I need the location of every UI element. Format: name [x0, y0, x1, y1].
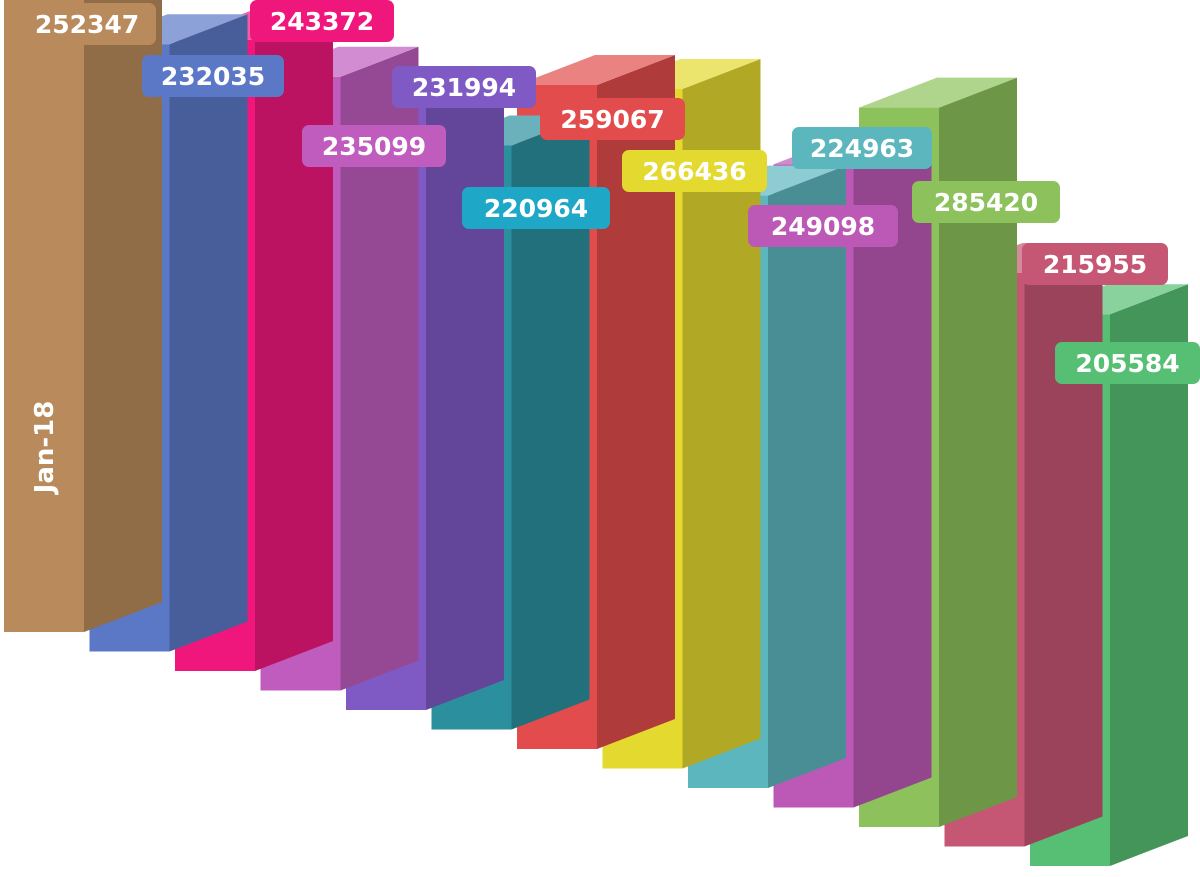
value-badge — [392, 66, 536, 108]
bar-top-face — [517, 55, 675, 85]
data-label: 220964 — [484, 194, 588, 223]
value-badge — [540, 98, 685, 140]
data-label: 231994 — [412, 73, 516, 102]
data-label: 252347 — [35, 10, 139, 39]
bar-side-face — [682, 59, 761, 769]
bar-side-face — [169, 14, 248, 652]
data-label: 224963 — [810, 134, 914, 163]
value-label-sep-18: 224963 — [792, 127, 932, 169]
bar-side-face — [853, 134, 932, 808]
bar-front-face — [4, 0, 84, 633]
value-badge — [18, 3, 156, 45]
value-badge — [912, 181, 1060, 223]
data-label: 266436 — [642, 157, 746, 186]
value-label-jul-18: 259067 — [540, 98, 685, 140]
bar-side-face — [939, 77, 1017, 828]
data-label: 249098 — [771, 212, 875, 241]
value-label-jan-19: 205584 — [1055, 342, 1200, 384]
value-badge — [622, 150, 767, 192]
value-label-dec-18: 215955 — [1022, 243, 1168, 285]
value-badge — [250, 0, 394, 42]
value-label-feb-18: 232035 — [142, 55, 284, 97]
bar-side-face — [426, 72, 504, 711]
data-label: 285420 — [934, 188, 1038, 217]
bar-side-face — [340, 46, 419, 691]
bar-jan-18: Jan-18 — [4, 0, 162, 633]
data-label: 259067 — [560, 105, 664, 134]
bar-side-face — [597, 55, 675, 749]
bar-side-face — [84, 0, 162, 632]
bars: Jan-19Dec-18Nov-18Oct-18Sep-18Aug-18Jul-… — [4, 0, 1188, 867]
value-label-jun-18: 220964 — [462, 187, 610, 229]
data-label: 232035 — [161, 62, 265, 91]
value-badge — [302, 125, 446, 167]
value-badge — [142, 55, 284, 97]
bar-side-face — [255, 9, 333, 671]
value-label-may-18: 231994 — [392, 66, 536, 108]
value-label-oct-18: 249098 — [748, 205, 898, 247]
data-label: 205584 — [1075, 349, 1179, 378]
value-label-jan-18: 252347 — [18, 3, 156, 45]
category-label: Jan-18 — [30, 401, 60, 496]
value-label-nov-18: 285420 — [912, 181, 1060, 223]
data-label: 235099 — [322, 132, 426, 161]
value-badge — [748, 205, 898, 247]
bar-top-face — [859, 77, 1017, 108]
value-badge — [792, 127, 932, 169]
bar-side-face — [1110, 284, 1188, 866]
value-label-apr-18: 235099 — [302, 125, 446, 167]
value-badge — [1055, 342, 1200, 384]
value-label-mar-18: 243372 — [250, 0, 394, 42]
value-badge — [462, 187, 610, 229]
value-badge — [1022, 243, 1168, 285]
data-label: 243372 — [270, 7, 374, 36]
bar-side-face — [511, 115, 590, 730]
bar-side-face — [1024, 243, 1103, 847]
data-label: 215955 — [1043, 250, 1147, 279]
bar-side-face — [768, 165, 846, 789]
value-label-aug-18: 266436 — [622, 150, 767, 192]
